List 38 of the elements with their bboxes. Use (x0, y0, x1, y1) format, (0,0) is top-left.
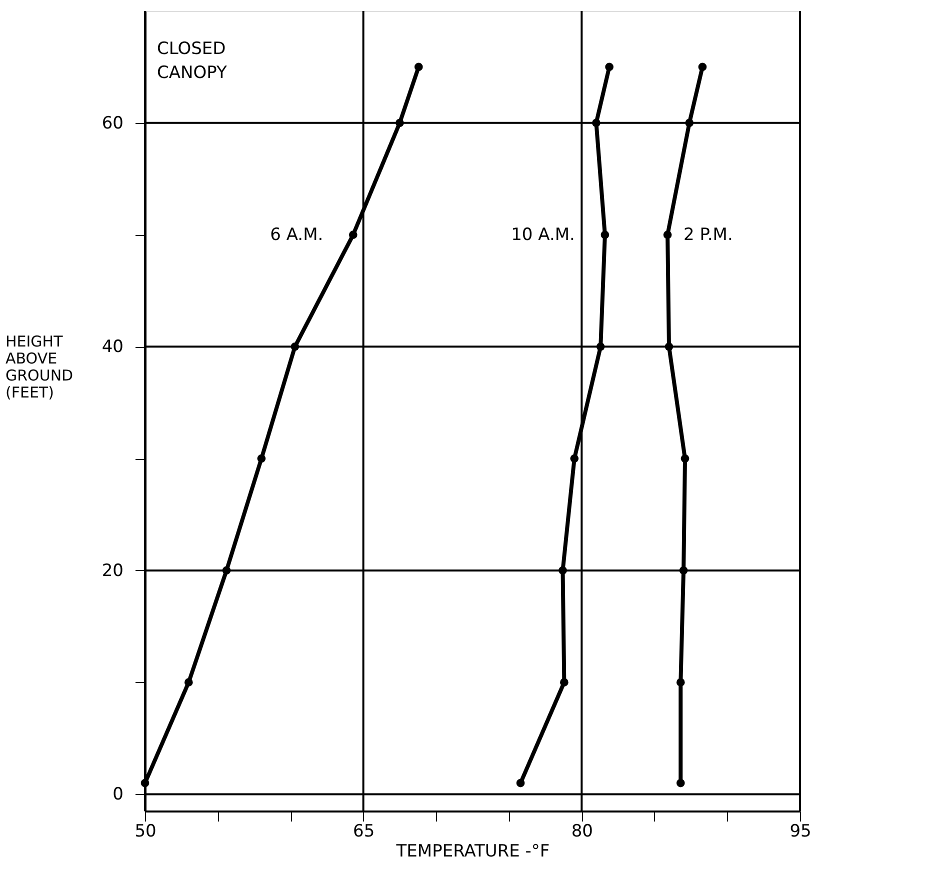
point (570, 454, 579, 463)
point (560, 678, 568, 687)
point (679, 566, 688, 575)
x-axis-title: TEMPERATURE -°F (395, 842, 550, 862)
point (676, 778, 685, 788)
annotation: CLOSED CANOPY (157, 39, 228, 83)
point (414, 62, 423, 72)
x-tick-label: 50 (134, 822, 156, 842)
point (348, 230, 358, 239)
point (605, 62, 614, 72)
point (184, 678, 193, 687)
point (663, 230, 672, 239)
y-tick-label: 60 (102, 113, 124, 134)
x-tick-label: 80 (571, 822, 593, 842)
point (516, 778, 525, 788)
series-label: 6 A.M. (270, 224, 324, 245)
point (596, 342, 605, 351)
y-axis-title: HEIGHT ABOVE GROUND (FEET) (6, 332, 74, 402)
point (600, 230, 610, 239)
y-tick-label: 20 (102, 560, 124, 581)
point (685, 118, 694, 128)
point (676, 678, 685, 687)
point (257, 454, 266, 463)
point (290, 342, 300, 351)
series-label: 10 A.M. (511, 224, 575, 245)
x-tick-label: 95 (790, 822, 812, 842)
point (680, 454, 690, 463)
y-tick-label: 0 (112, 784, 124, 805)
point (140, 778, 150, 788)
x-tick-label: 65 (353, 822, 375, 842)
point (558, 566, 567, 575)
point (664, 342, 674, 351)
point (396, 118, 404, 128)
point (592, 118, 600, 128)
y-tick-label: 40 (102, 337, 124, 358)
series-label: 2 P.M. (684, 224, 733, 245)
point (222, 566, 231, 575)
point (698, 62, 707, 72)
